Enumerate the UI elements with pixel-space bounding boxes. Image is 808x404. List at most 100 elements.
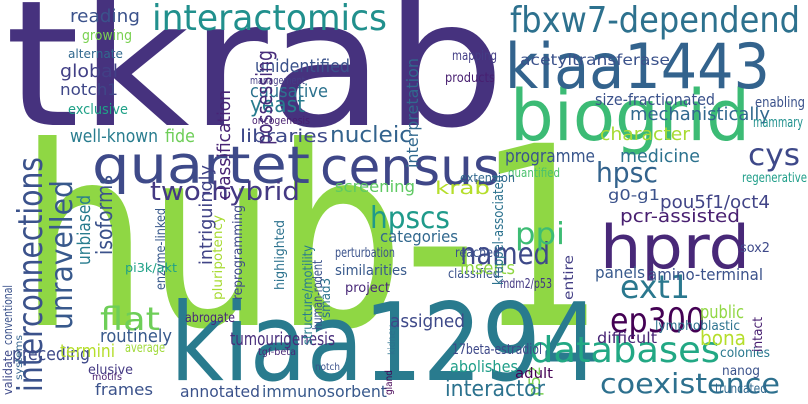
cloud-word: termini — [60, 341, 115, 362]
cloud-word: census — [320, 138, 500, 198]
cloud-word: bona — [700, 326, 746, 350]
cloud-word: size-fractionated — [595, 90, 715, 109]
cloud-word: highlighted — [273, 220, 288, 290]
cloud-word: tumourigenesis — [230, 329, 335, 350]
cloud-word: adult — [515, 366, 554, 382]
cloud-word: flat — [100, 300, 160, 338]
cloud-word: kruppel-associated — [491, 175, 507, 285]
cloud-word: management — [250, 74, 306, 87]
cloud-word: mdm2/p53 — [500, 277, 552, 292]
cloud-word: structure/motility — [301, 245, 316, 345]
cloud-word: regenerative — [742, 171, 807, 186]
cloud-word: possessing — [253, 50, 278, 145]
cloud-word: intriguingly — [196, 165, 217, 265]
cloud-word: databases — [530, 330, 720, 371]
cloud-word: routinely — [100, 326, 172, 347]
cloud-word: growing — [82, 28, 132, 44]
cloud-word: notch — [315, 362, 340, 373]
cloud-word: categories — [380, 227, 458, 246]
cloud-word: kiaa1443 — [505, 30, 770, 103]
cloud-word: mapping — [452, 49, 497, 64]
cloud-word: programme — [505, 146, 595, 167]
cloud-word: two-hybrid — [150, 177, 300, 207]
cloud-word: intact — [751, 317, 766, 352]
cloud-word: conventional — [1, 285, 15, 345]
cloud-word: hpscs — [370, 201, 450, 236]
cloud-word: acetyltransferase — [520, 51, 670, 69]
cloud-word: systems — [14, 335, 25, 380]
cloud-word: oncogenesis — [252, 114, 310, 127]
cloud-word: fide — [165, 126, 195, 147]
cloud-word: exclusive — [68, 102, 128, 118]
cloud-word: interactomics — [152, 0, 387, 39]
cloud-word: alternate — [68, 47, 123, 61]
cloud-word: hub-1 — [20, 93, 605, 384]
cloud-word: reached — [455, 246, 500, 261]
cloud-word: enabling — [755, 95, 805, 111]
cloud-word: human-rodent — [311, 260, 326, 330]
cloud-word: reading — [70, 6, 140, 27]
cloud-word: p52 — [525, 366, 544, 396]
cloud-word: pou5f1/oct4 — [660, 192, 770, 213]
cloud-word: hprd — [600, 213, 750, 283]
cloud-word: gland — [384, 370, 395, 395]
cloud-word: difficult — [597, 329, 657, 347]
cloud-word: unravelled — [45, 180, 80, 330]
cloud-word: hpsc — [596, 156, 658, 189]
cloud-word: global — [60, 61, 118, 82]
cloud-word: interpretation — [403, 58, 422, 168]
cloud-word: ppi — [515, 217, 565, 252]
cloud-word: nanog — [722, 364, 760, 379]
cloud-word: preceding — [12, 344, 90, 365]
cloud-word: smad3 — [319, 278, 334, 318]
cloud-word: character — [600, 124, 691, 145]
cloud-word: quartet — [92, 136, 310, 196]
cloud-word: pluripotency — [211, 215, 226, 300]
cloud-word: tkrab — [5, 0, 505, 167]
cloud-word: krab — [435, 178, 490, 199]
cloud-word: biogrid — [510, 75, 750, 157]
cloud-word: interactor — [445, 377, 546, 402]
cloud-word: entire — [562, 255, 577, 300]
cloud-word: well-known — [70, 126, 158, 147]
cloud-word: validate — [1, 350, 15, 395]
cloud-word: average — [125, 341, 165, 356]
cloud-word: lymphoblastic — [655, 319, 740, 334]
cloud-word: project — [345, 281, 390, 296]
cloud-word: classified — [448, 267, 500, 282]
cloud-word: coexistence — [600, 367, 780, 400]
cloud-word: similarities — [335, 263, 407, 279]
cloud-word: g0-g1 — [608, 186, 660, 204]
cloud-word: tgf-beta — [258, 347, 296, 358]
cloud-word: pcr-assisted — [620, 206, 740, 227]
cloud-word: inserts — [460, 258, 515, 279]
cloud-word: assigned — [390, 311, 465, 332]
cloud-word: ext1 — [620, 268, 690, 306]
cloud-word: yeast — [250, 93, 305, 118]
cloud-word: panels — [595, 263, 645, 282]
cloud-word: frames — [95, 380, 153, 399]
cloud-word: fbxw7-dependend — [510, 0, 800, 41]
cloud-word: nucleic — [330, 123, 412, 148]
cloud-word: amino-terminal — [648, 265, 763, 284]
cloud-word: causative — [250, 81, 328, 102]
cloud-word: classification — [214, 90, 235, 200]
cloud-word: screening — [335, 177, 415, 196]
cloud-word: immunosorbent — [262, 382, 387, 401]
cloud-word: 17beta-estradiol — [452, 342, 542, 358]
cloud-word: named — [460, 237, 550, 272]
cloud-word: mechanistically — [630, 104, 770, 125]
cloud-word: unidentified — [255, 56, 350, 77]
cloud-word: annotated — [180, 382, 260, 401]
cloud-word: interconnections — [11, 157, 51, 392]
cloud-word: reprogramming — [231, 205, 246, 300]
cloud-word: cys — [748, 138, 800, 173]
cloud-word: medicine — [620, 146, 700, 167]
cloud-word: pi3k/akt — [125, 261, 177, 275]
cloud-word: kidney — [387, 325, 398, 355]
cloud-word: enzyme-linked — [154, 208, 169, 290]
cloud-word: abrogate — [185, 311, 235, 326]
cloud-word: perturbation — [335, 246, 395, 261]
